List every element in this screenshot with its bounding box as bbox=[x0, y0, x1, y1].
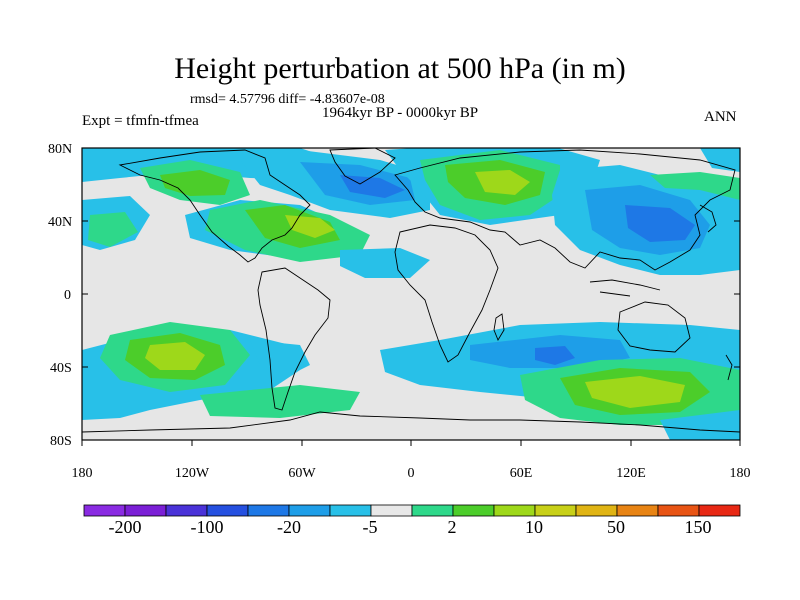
colorbar-swatch bbox=[124, 504, 167, 517]
lat-ticks bbox=[82, 147, 740, 441]
lon-label: 180 bbox=[730, 466, 751, 481]
colorbar-swatch bbox=[575, 504, 618, 517]
lon-label: 60E bbox=[510, 466, 533, 481]
experiment-label: Expt = tfmfn-tfmea bbox=[82, 113, 199, 129]
colorbar-swatch bbox=[206, 504, 249, 517]
anomaly-region bbox=[535, 346, 575, 365]
coastline-greenland bbox=[329, 148, 396, 185]
coastline-japan bbox=[699, 204, 717, 233]
colorbar-boxes bbox=[83, 504, 741, 517]
lon-label: 0 bbox=[408, 466, 415, 481]
coastline-south-america bbox=[257, 267, 331, 411]
colorbar-swatch bbox=[616, 504, 659, 517]
anomaly-region bbox=[285, 215, 335, 238]
anomaly-region bbox=[585, 376, 685, 408]
colorbar-swatch bbox=[411, 504, 454, 517]
colorbar-swatch bbox=[329, 504, 372, 517]
lon-ticks bbox=[81, 440, 741, 446]
colorbar-label: -5 bbox=[363, 517, 378, 537]
coastline-australia bbox=[617, 301, 691, 353]
lat-label: 40N bbox=[48, 215, 72, 230]
colorbar-label: -100 bbox=[191, 517, 224, 537]
anomaly-region bbox=[650, 172, 740, 200]
lon-label: 120W bbox=[175, 466, 210, 481]
colorbar-swatch bbox=[452, 504, 495, 517]
colorbar-swatch bbox=[165, 504, 208, 517]
colorbar-swatch bbox=[698, 504, 741, 517]
lon-label: 180 bbox=[72, 466, 93, 481]
colorbar-label: 150 bbox=[685, 517, 712, 537]
anomaly-region bbox=[700, 148, 740, 172]
colorbar-label: 50 bbox=[607, 517, 625, 537]
anomaly-region bbox=[475, 170, 530, 195]
anomaly-region bbox=[660, 410, 740, 440]
colorbar-swatch bbox=[247, 504, 290, 517]
coastline-north-america bbox=[118, 149, 311, 263]
coastline-antarctica bbox=[82, 411, 740, 433]
colorbar-swatch bbox=[370, 504, 413, 517]
lon-label: 120E bbox=[616, 466, 646, 481]
colorbar-swatch bbox=[493, 504, 536, 517]
coastline-eurasia bbox=[394, 149, 736, 271]
anomaly-region bbox=[340, 175, 405, 198]
colorbar-label: 10 bbox=[525, 517, 543, 537]
lat-label: 80N bbox=[48, 142, 72, 157]
colorbar-swatch bbox=[288, 504, 331, 517]
lat-label: 0 bbox=[64, 288, 71, 303]
anomaly-region bbox=[625, 205, 695, 242]
anomaly-region bbox=[88, 212, 138, 247]
anomaly-region bbox=[200, 385, 360, 418]
colorbar-label: -20 bbox=[277, 517, 301, 537]
anomaly-region bbox=[160, 170, 230, 196]
anomaly-region bbox=[145, 342, 205, 370]
stats-text: rmsd= 4.57796 diff= -4.83607e-08 bbox=[190, 92, 385, 107]
coastline-madagascar bbox=[493, 313, 505, 342]
contour-fills bbox=[82, 148, 740, 440]
lon-label: 60W bbox=[288, 466, 316, 481]
colorbar-swatch bbox=[657, 504, 700, 517]
coastline-indonesia bbox=[589, 279, 661, 297]
season-label: ANN bbox=[704, 109, 737, 125]
anomaly-region bbox=[250, 340, 310, 375]
colorbar-swatch bbox=[83, 504, 126, 517]
colorbar-label: 2 bbox=[448, 517, 457, 537]
colorbar-label: -200 bbox=[109, 517, 142, 537]
coastline-africa bbox=[394, 224, 499, 363]
chart-title: Height perturbation at 500 hPa (in m) bbox=[174, 52, 626, 85]
colorbar-swatch bbox=[534, 504, 577, 517]
anomaly-region bbox=[340, 248, 430, 278]
lat-label: 40S bbox=[50, 361, 72, 376]
coastline-new-zealand bbox=[725, 354, 733, 381]
period-text: 1964kyr BP - 0000kyr BP bbox=[322, 105, 479, 121]
coastlines bbox=[82, 148, 740, 433]
lat-label: 80S bbox=[50, 434, 72, 449]
